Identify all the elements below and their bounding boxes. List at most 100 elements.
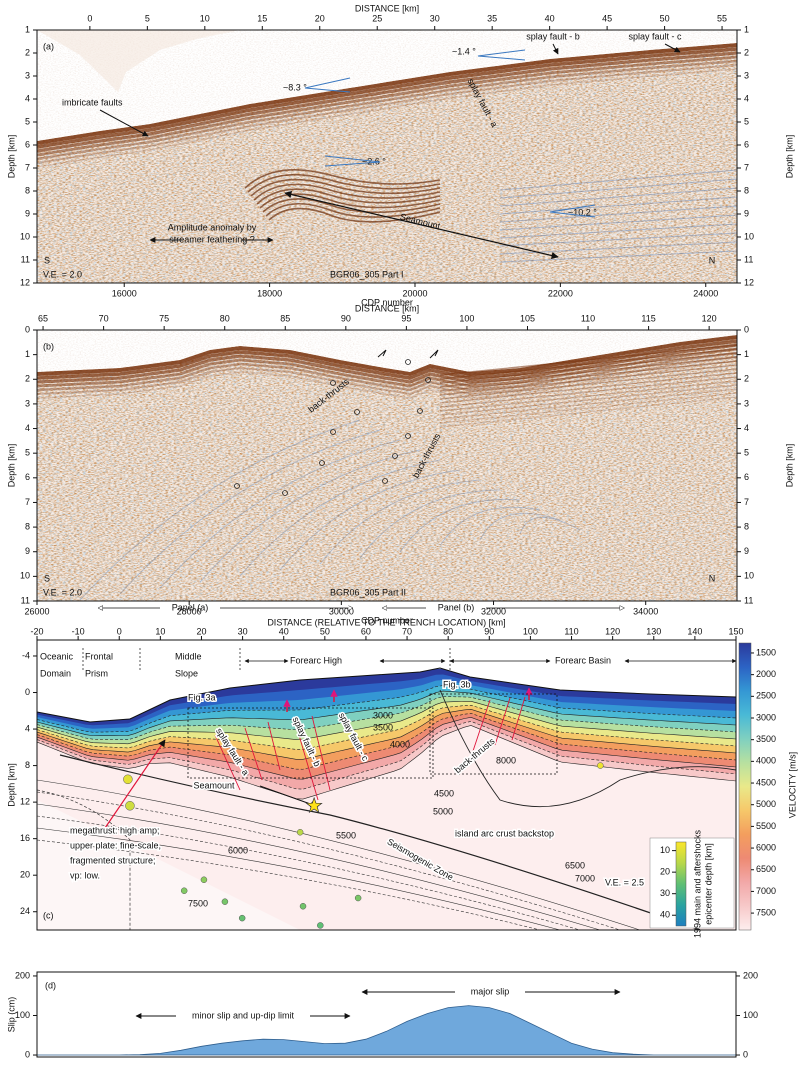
direction-label: S (44, 573, 50, 583)
y-tick-label-right: 0 (743, 1049, 748, 1059)
annotation: splay fault - c (628, 31, 682, 41)
annotation: ~8.3 ° (283, 82, 307, 92)
distance-tick-label: 40 (545, 13, 555, 23)
y-tick-label-right: 4 (744, 423, 749, 433)
colorbar-tick-label: 2000 (756, 669, 776, 679)
panel-label: (c) (43, 910, 54, 920)
contour-label: 5000 (433, 806, 453, 816)
profile-name: BGR06_305 Part I (330, 269, 404, 279)
y-tick-label-right: 4 (744, 93, 749, 103)
annotation: ~1.4 ° (452, 46, 476, 56)
sediment (37, 330, 737, 601)
colorbar-tick-label: 6000 (756, 842, 776, 852)
y-tick-label: 3 (25, 70, 30, 80)
y-tick-label-right: 11 (744, 595, 753, 605)
x-tick-label: 110 (564, 626, 578, 636)
contour-label: 5500 (336, 830, 356, 840)
y-tick-label: 100 (15, 1010, 30, 1020)
x-tick-label: 40 (279, 626, 289, 636)
colorbar-tick-label: 7500 (756, 907, 776, 917)
colorbar-tick-label: 5500 (756, 821, 776, 831)
distance-tick-label: 95 (401, 313, 411, 323)
y-tick-label: 11 (21, 254, 30, 264)
y-tick-label: 10 (20, 571, 30, 581)
y-tick-label: 200 (15, 970, 30, 980)
vertical-exaggeration: V.E. = 2.0 (43, 587, 82, 597)
y-tick-label: 4 (25, 93, 30, 103)
contour-label: 6500 (565, 860, 585, 870)
x-tick-label: 26000 (24, 606, 49, 616)
region-label: Forearc High (290, 655, 342, 665)
y-tick-label: 5 (25, 116, 30, 126)
colorbar-tick-label: 2500 (756, 691, 776, 701)
colorbar-tick-label: 4000 (756, 756, 776, 766)
y-tick-label-right: 1 (744, 24, 749, 34)
distance-tick-label: 5 (145, 13, 150, 23)
distance-tick-label: 110 (581, 313, 595, 323)
x-tick-label: 60 (361, 626, 371, 636)
x-tick-label: 0 (117, 626, 122, 636)
colorbar-tick-label: 1500 (756, 647, 776, 657)
epicenter-tick-label: 10 (660, 845, 670, 855)
epicenter (125, 801, 134, 810)
y-tick-label-right: 7 (744, 162, 749, 172)
annotation: V.E. = 2.5 (605, 877, 644, 887)
distance-tick-label: 80 (220, 313, 230, 323)
y-tick-label: 6 (25, 139, 30, 149)
distance-tick-label: 35 (487, 13, 497, 23)
y-tick-label-right: 10 (744, 231, 754, 241)
distance-tick-label: 0 (87, 13, 92, 23)
epicenter (317, 922, 323, 928)
distance-tick-label: 25 (372, 13, 382, 23)
y-axis-title: Depth [km] (6, 444, 16, 488)
direction-label: N (709, 255, 716, 265)
annotation: Fig. 3b (443, 679, 471, 689)
colorbar-tick-label: 7000 (756, 886, 776, 896)
y-tick-label: 8 (25, 185, 30, 195)
y-tick-label: 4 (25, 423, 30, 433)
direction-label: S (44, 255, 50, 265)
y-tick-label: 11 (21, 595, 30, 605)
x-tick-label: 90 (484, 626, 494, 636)
distance-axis-title: DISTANCE [km] (355, 3, 419, 13)
x-tick-label: -10 (72, 626, 85, 636)
y-axis-title-right: Depth [km] (784, 444, 794, 488)
x-tick-label: 34000 (633, 606, 658, 616)
y-axis-title-right: Depth [km] (784, 135, 794, 179)
region-label: Domain (40, 668, 71, 678)
epicenter (355, 895, 361, 901)
y-tick-label: 6 (25, 472, 30, 482)
contour-label: 3500 (373, 722, 393, 732)
annotation: streamer feathering ? (169, 234, 255, 244)
x-tick-label: 140 (687, 626, 702, 636)
y-tick-label: 16 (20, 833, 30, 843)
y-axis-title: Depth [km] (6, 763, 16, 807)
y-tick-label-right: 200 (743, 970, 758, 980)
y-tick-label-right: 8 (744, 185, 749, 195)
epicenter (222, 899, 228, 905)
y-tick-label-right: 0 (744, 324, 749, 334)
contour-label: 7500 (188, 898, 208, 908)
epicenter-tick-label: 30 (660, 888, 670, 898)
colorbar-title: VELOCITY [m/s] (787, 752, 797, 818)
colorbar (739, 643, 751, 930)
x-tick-label: 10 (155, 626, 165, 636)
annotation: Fig. 3a (188, 692, 216, 702)
distance-tick-label: 70 (99, 313, 109, 323)
panel-marker: Panel (a) (172, 602, 209, 612)
y-tick-label: 8 (25, 521, 30, 531)
distance-tick-label: 10 (200, 13, 210, 23)
distance-tick-label: 75 (159, 313, 169, 323)
figure: 0510152025303540455055DISTANCE [km]16000… (0, 0, 800, 1072)
y-tick-label-right: 2 (744, 47, 749, 57)
y-tick-label: 7 (25, 162, 30, 172)
y-tick-label: 5 (25, 448, 30, 458)
annotation: fragmented structure; (70, 855, 156, 865)
y-tick-label-right: 5 (744, 448, 749, 458)
annotation: imbricate faults (62, 97, 123, 107)
epicenter (597, 763, 603, 769)
y-tick-label-right: 1 (744, 349, 749, 359)
epicenter-tick-label: 20 (660, 867, 670, 877)
epicenter (123, 775, 132, 784)
epicenter-colorbar (676, 842, 686, 926)
